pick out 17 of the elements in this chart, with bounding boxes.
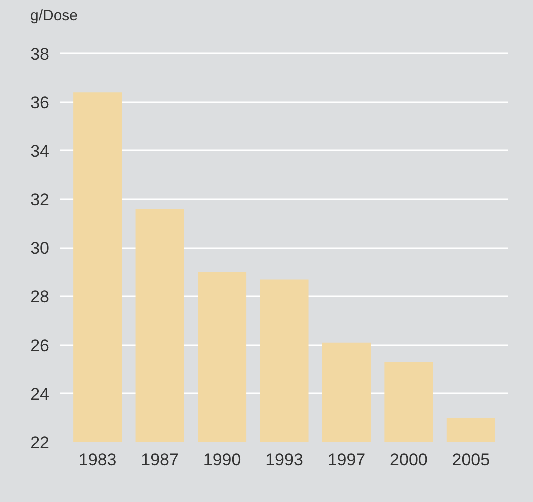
x-tick-label: 1990 [203, 450, 242, 470]
y-axis-title: g/Dose [30, 8, 78, 24]
x-tick-label: 1987 [141, 450, 179, 470]
y-tick-label: 26 [30, 336, 50, 356]
x-tick-label: 1993 [266, 450, 304, 470]
y-tick-label: 38 [30, 44, 50, 64]
x-tick-label: 1983 [78, 450, 117, 470]
y-tick-label: 34 [30, 142, 50, 161]
y-tick-label: 30 [30, 239, 50, 258]
y-tick-label: 28 [30, 288, 50, 307]
x-tick-label: 2000 [390, 450, 428, 470]
x-tick-label: 1997 [328, 450, 366, 470]
x-tick-label: 2005 [452, 450, 490, 470]
y-tick-label: 32 [30, 190, 50, 210]
y-tick-label: 24 [30, 384, 50, 404]
y-tick-label: 22 [30, 434, 50, 452]
y-tick-label: 36 [30, 93, 50, 112]
